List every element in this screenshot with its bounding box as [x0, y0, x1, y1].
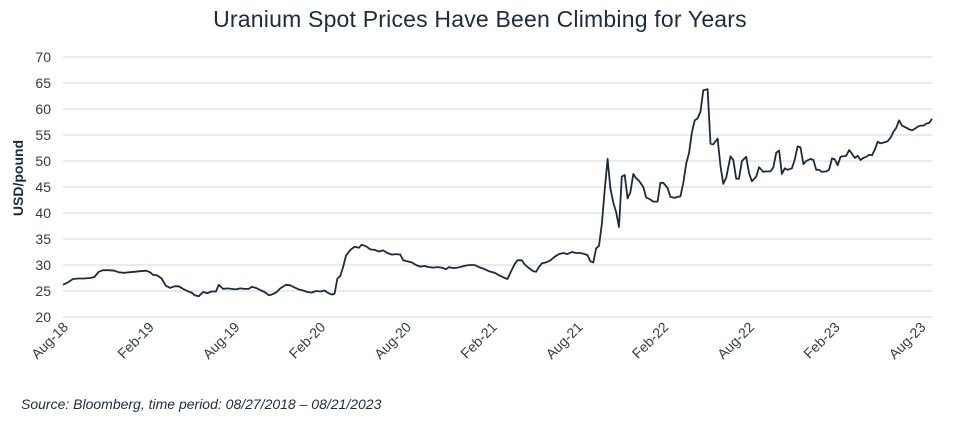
x-tick-label: Aug-22: [714, 319, 757, 362]
x-tick-label: Aug-20: [371, 319, 414, 362]
source-note: Source: Bloomberg, time period: 08/27/20…: [21, 396, 382, 412]
y-tick-label: 55: [35, 127, 51, 143]
x-tick-label: Aug-18: [28, 319, 71, 362]
y-tick-label: 60: [35, 101, 51, 117]
x-tick-label: Feb-20: [286, 319, 329, 362]
x-tick-label: Aug-23: [885, 319, 928, 362]
y-tick-labels: 20 25 30 35 40 45 50 55 60 65 70: [35, 49, 51, 325]
price-line: [62, 88, 933, 298]
y-tick-label: 45: [35, 179, 51, 195]
x-tick-labels: Aug-18 Feb-19 Aug-19 Feb-20 Aug-20 Feb-21 Aug-…: [28, 319, 929, 362]
y-tick-label: 20: [35, 309, 51, 325]
x-tick-label: Feb-23: [800, 319, 843, 362]
y-tick-label: 35: [35, 231, 51, 247]
x-tick-label: Aug-21: [542, 319, 585, 362]
x-tick-label: Feb-22: [629, 319, 672, 362]
y-tick-label: 30: [35, 257, 51, 273]
y-tick-label: 25: [35, 283, 51, 299]
series-group: [62, 88, 933, 298]
y-tick-label: 70: [35, 49, 51, 65]
gridlines: [63, 56, 932, 318]
y-tick-label: 40: [35, 205, 51, 221]
x-tick-label: Feb-19: [114, 319, 157, 362]
x-tick-label: Aug-19: [199, 319, 242, 362]
y-tick-label: 50: [35, 153, 51, 169]
x-tick-label: Feb-21: [457, 319, 500, 362]
y-tick-label: 65: [35, 75, 51, 91]
chart-title: Uranium Spot Prices Have Been Climbing f…: [213, 6, 747, 32]
